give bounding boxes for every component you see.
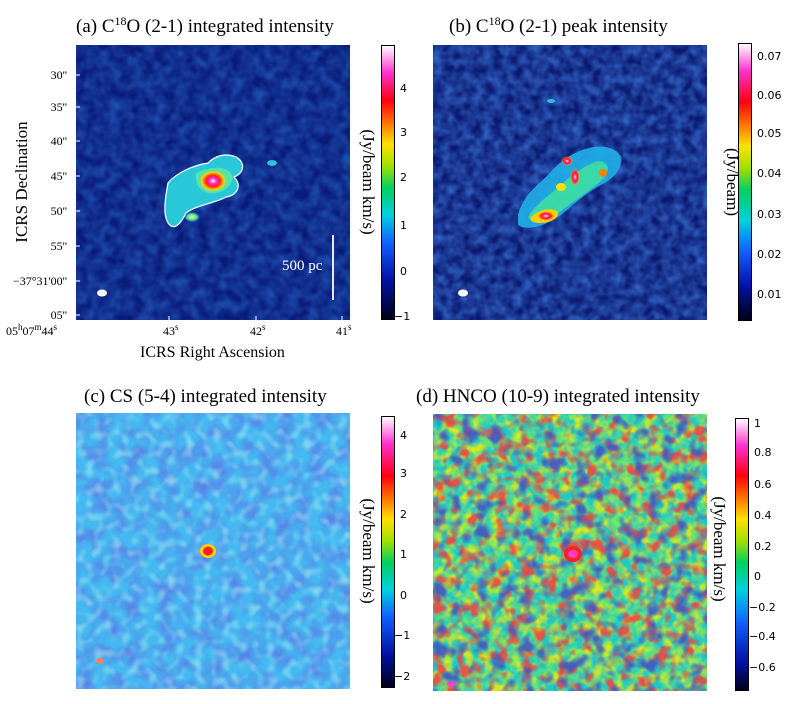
- panel-a-map: [76, 45, 350, 320]
- colorbar-tick: −2: [394, 670, 411, 683]
- colorbar-tick: 0.07: [757, 50, 782, 63]
- panel-d-colorbar: [735, 418, 749, 691]
- colorbar-tick: 2: [400, 508, 407, 521]
- dec-tick: 30'': [50, 68, 67, 82]
- colorbar-tick: 0.02: [757, 248, 782, 261]
- colorbar-tick: 0.8: [754, 446, 772, 459]
- ra-tick: 05h07m44s: [6, 322, 58, 338]
- panel-b-map: [433, 45, 707, 320]
- colorbar-tick: −1: [394, 629, 411, 642]
- colorbar-tick: 0.2: [754, 540, 772, 553]
- colorbar-tick: 0: [400, 589, 407, 602]
- ra-tick: 43s: [163, 322, 179, 338]
- dec-tick: 45'': [50, 169, 67, 183]
- dec-tick: 35'': [50, 100, 67, 114]
- panel-a-title: (a) C18O (2-1) integrated intensity: [76, 14, 334, 37]
- colorbar-tick: −0.4: [749, 630, 776, 643]
- colorbar-tick: 4: [400, 82, 407, 95]
- panel-c-map: [76, 413, 350, 689]
- colorbar-tick: 0.04: [757, 167, 782, 180]
- colorbar-tick: 1: [754, 417, 761, 430]
- panel-b-title: (b) C18O (2-1) peak intensity: [449, 14, 668, 37]
- y-axis-label: ICRS Declination: [12, 121, 31, 243]
- colorbar-tick: 0.01: [757, 288, 782, 301]
- panel-b-colorbar-label: (Jy/beam): [723, 148, 742, 216]
- dec-tick: 55'': [50, 239, 67, 253]
- colorbar-tick: 0.03: [757, 208, 782, 221]
- colorbar-tick: 0.06: [757, 89, 782, 102]
- dec-tick: 40'': [50, 134, 67, 148]
- panel-c-colorbar: [381, 416, 395, 688]
- scale-bar-label: 500 pc: [282, 258, 323, 274]
- dec-tick: 50'': [50, 204, 67, 218]
- colorbar-tick: −0.2: [749, 601, 776, 614]
- ra-tick: 41s: [336, 322, 352, 338]
- panel-a-colorbar-label: (Jy/beam km/s): [359, 129, 378, 235]
- colorbar-tick: 4: [400, 429, 407, 442]
- colorbar-tick: 0.6: [754, 478, 772, 491]
- panel-d-colorbar-label: (Jy/beam km/s): [710, 496, 729, 602]
- colorbar-tick: −1: [394, 310, 411, 323]
- colorbar-tick: −0.6: [749, 661, 776, 674]
- colorbar-tick: 3: [400, 467, 407, 480]
- panel-c-colorbar-label: (Jy/beam km/s): [359, 498, 378, 604]
- panel-a-colorbar: [381, 45, 395, 320]
- dec-tick: −37°31'00'': [12, 274, 67, 288]
- colorbar-tick: 1: [400, 219, 407, 232]
- x-axis-label: ICRS Right Ascension: [140, 344, 285, 361]
- colorbar-tick: 3: [400, 126, 407, 139]
- colorbar-tick: 0.4: [754, 509, 772, 522]
- colorbar-tick: 2: [400, 171, 407, 184]
- colorbar-tick: 0: [754, 570, 761, 583]
- colorbar-tick: 1: [400, 548, 407, 561]
- dec-tick: 05'': [50, 308, 67, 322]
- panel-c-title: (c) CS (5-4) integrated intensity: [84, 386, 327, 407]
- panel-b-colorbar: [738, 43, 752, 321]
- panel-d-title: (d) HNCO (10-9) integrated intensity: [416, 386, 700, 407]
- colorbar-tick: 0.05: [757, 127, 782, 140]
- ra-tick: 42s: [250, 322, 266, 338]
- colorbar-tick: 0: [400, 265, 407, 278]
- panel-d-map: [433, 414, 707, 691]
